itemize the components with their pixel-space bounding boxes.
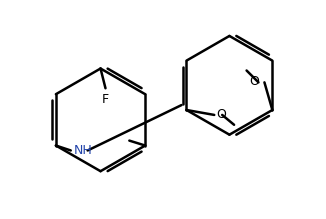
Text: O: O: [250, 75, 259, 88]
Text: O: O: [216, 108, 226, 121]
Text: NH: NH: [74, 144, 93, 157]
Text: F: F: [102, 93, 109, 106]
